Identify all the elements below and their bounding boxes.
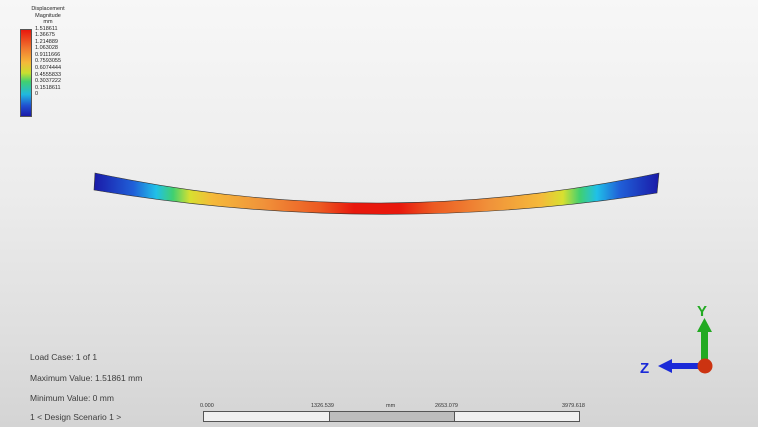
legend-title-line3: mm [43,19,53,25]
z-axis-label: Z [640,360,649,377]
deformed-beam[interactable] [93,172,660,215]
legend-title-line2: Magnitude [35,12,61,19]
z-axis-arrowhead [658,359,672,373]
design-scenario-text[interactable]: 1 < Design Scenario 1 > [30,412,122,422]
legend-value: 0.7593055 [35,58,61,65]
y-axis-shaft [701,330,708,366]
legend-title: Displacement Magnitude mm [18,6,78,26]
x-axis-origin [697,358,713,374]
scale-tick-label: 0.000 [200,403,214,409]
legend-value: 0.1518611 [35,84,61,91]
scale-unit-label: mm [386,403,396,409]
legend-value: 1.214889 [35,38,58,45]
displacement-legend: Displacement Magnitude mm 1.518611 1.366… [18,6,78,119]
legend-value: 1.36675 [35,32,55,39]
load-case-text: Load Case: 1 of 1 [30,352,98,362]
maximum-value-text: Maximum Value: 1.51861 mm [30,373,143,383]
legend-labels: 1.518611 1.36675 1.214889 1.063028 0.911… [35,26,61,99]
z-axis-shaft [670,363,704,369]
legend-value: 0.3037222 [35,78,61,85]
scale-segment [455,412,579,421]
legend-value: 1.518611 [35,25,58,32]
legend-body: 1.518611 1.36675 1.214889 1.063028 0.911… [18,26,78,119]
scale-labels: 0.000 1326.539 mm 2653.079 3979.618 [200,403,585,411]
scale-segment [330,412,455,421]
legend-value: 0.6074444 [35,65,61,72]
legend-value: 0.9111666 [35,51,61,58]
legend-value: 0.4555833 [35,71,61,78]
scale-tick-label: 3979.618 [562,403,585,409]
legend-title-line1: Displacement [31,6,65,12]
legend-value: 1.063028 [35,45,58,52]
scale-bar [203,411,580,422]
scale-tick-label: 1326.539 [311,403,334,409]
y-axis-arrowhead [697,318,712,332]
y-axis-label: Y [697,303,707,320]
legend-color-bar [20,28,32,117]
scale-segment [204,412,330,421]
scale-tick-label: 2653.079 [435,403,458,409]
minimum-value-text: Minimum Value: 0 mm [30,393,114,403]
legend-value: 0 [35,91,39,98]
